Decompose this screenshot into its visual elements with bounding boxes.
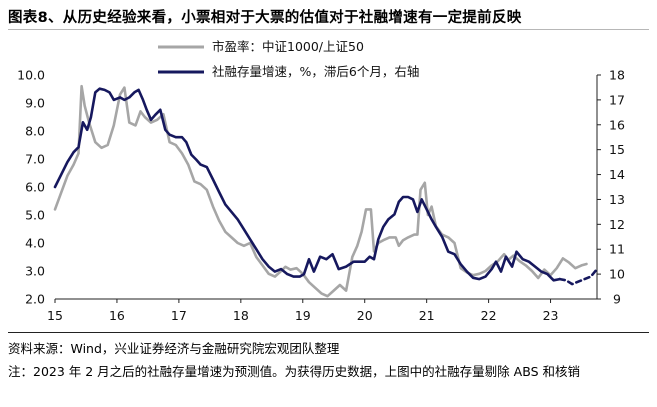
right-tick-label: 13 bbox=[609, 192, 625, 207]
legend: 市盈率：中证1000/上证50 社融存量增速，%，滞后6个月，右轴 bbox=[158, 39, 419, 79]
series-pe-ratio-line bbox=[53, 84, 588, 298]
x-tick-label: 22 bbox=[481, 308, 497, 323]
title-divider bbox=[8, 29, 649, 30]
right-tick-label: 14 bbox=[609, 167, 625, 182]
x-tick-label: 20 bbox=[357, 308, 373, 323]
left-tick-label: 10.0 bbox=[17, 68, 45, 83]
right-tick-label: 17 bbox=[609, 92, 625, 107]
footnote: 注：2023 年 2 月之后的社融存量增速为预测值。为获得历史数据，上图中的社融… bbox=[8, 364, 580, 379]
left-tick-label: 7.0 bbox=[25, 152, 45, 167]
right-tick-label: 9 bbox=[613, 292, 621, 307]
left-tick-label: 6.0 bbox=[25, 180, 45, 195]
right-tick-label: 16 bbox=[609, 117, 625, 132]
series-social-financing-forecast-line bbox=[558, 267, 599, 286]
x-tick-label: 15 bbox=[47, 308, 63, 323]
series-social-financing-line bbox=[53, 87, 562, 282]
footer-divider bbox=[8, 332, 649, 333]
left-tick-label: 2.0 bbox=[25, 292, 45, 307]
right-tick-label: 12 bbox=[609, 217, 625, 232]
source-note: 资料来源：Wind，兴业证券经济与金融研究院宏观团队整理 bbox=[8, 341, 340, 356]
series-layer bbox=[53, 84, 599, 298]
right-tick-label: 10 bbox=[609, 267, 625, 282]
left-tick-label: 5.0 bbox=[25, 208, 45, 223]
legend-label-pe-ratio: 市盈率：中证1000/上证50 bbox=[212, 39, 364, 54]
x-tick-label: 21 bbox=[419, 308, 435, 323]
right-tick-label: 18 bbox=[609, 68, 625, 83]
left-tick-label: 9.0 bbox=[25, 96, 45, 111]
x-tick-label: 18 bbox=[233, 308, 249, 323]
left-tick-label: 8.0 bbox=[25, 124, 45, 139]
right-tick-label: 15 bbox=[609, 142, 625, 157]
x-tick-label: 16 bbox=[109, 308, 125, 323]
left-tick-label: 3.0 bbox=[25, 264, 45, 279]
right-tick-label: 11 bbox=[609, 242, 625, 257]
legend-label-social-financing: 社融存量增速，%，滞后6个月，右轴 bbox=[212, 64, 419, 79]
axes: 2.0 3.0 4.0 5.0 6.0 7.0 8.0 9.0 10.0 9 10 11 12 13 14 1… bbox=[17, 68, 625, 324]
x-tick-label: 17 bbox=[171, 308, 187, 323]
left-tick-label: 4.0 bbox=[25, 236, 45, 251]
x-tick-label: 23 bbox=[543, 308, 559, 323]
chart-title: 图表8、从历史经验来看，小票相对于大票的估值对于社融增速有一定提前反映 bbox=[8, 10, 522, 26]
x-tick-label: 19 bbox=[295, 308, 311, 323]
